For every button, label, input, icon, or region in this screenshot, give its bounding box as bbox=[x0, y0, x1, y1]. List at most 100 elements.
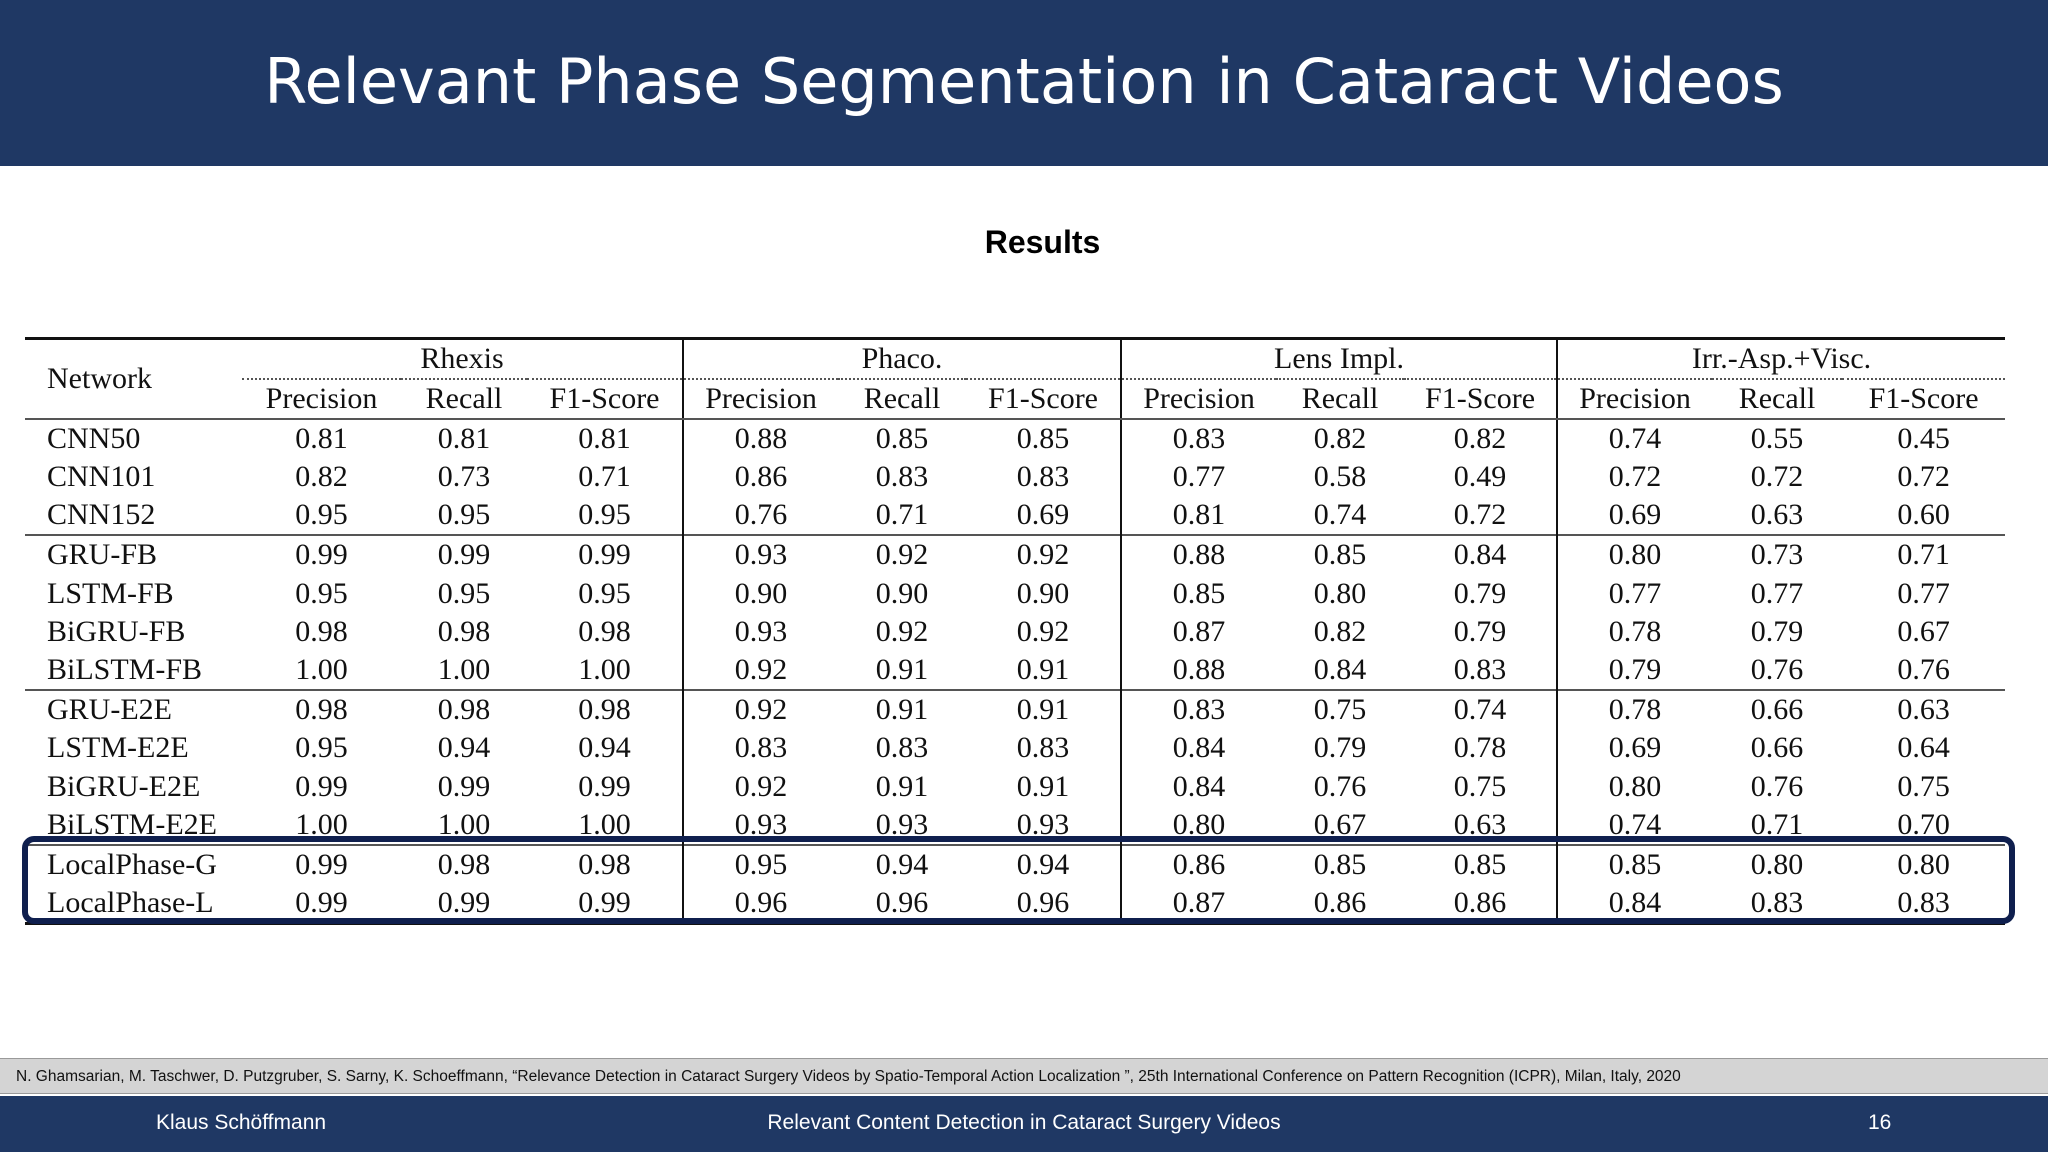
network-name-cell: BiLSTM-FB bbox=[47, 653, 203, 687]
metric-cell: 0.78 bbox=[1557, 689, 1713, 730]
metric-cell: 0.71 bbox=[1842, 534, 2006, 575]
metric-cell: 0.95 bbox=[683, 843, 839, 884]
metric-cell: 0.94 bbox=[966, 843, 1123, 884]
metric-cell: 0.85 bbox=[966, 419, 1123, 458]
metric-cell: 0.86 bbox=[1276, 883, 1405, 925]
metric-cell: 0.63 bbox=[1842, 689, 2006, 730]
metric-cell: 0.80 bbox=[1712, 843, 1843, 884]
metric-cell: 0.94 bbox=[527, 729, 685, 768]
subheader-recall: Recall bbox=[1276, 379, 1405, 420]
metric-cell: 0.74 bbox=[1404, 689, 1559, 730]
subheader-f1-score: F1-Score bbox=[1842, 379, 2006, 420]
footer-page-number: 16 bbox=[1868, 1111, 1892, 1134]
metric-cell: 0.83 bbox=[966, 458, 1123, 497]
metric-cell: 0.95 bbox=[437, 498, 491, 532]
metric-cell: 0.79 bbox=[1313, 731, 1367, 765]
metric-cell: 0.80 bbox=[1172, 807, 1226, 841]
footer-author: Klaus Schöffmann bbox=[156, 1111, 327, 1134]
metric-cell: 0.83 bbox=[1172, 422, 1226, 455]
metric-cell: 0.79 bbox=[1404, 612, 1559, 652]
metric-cell: 0.78 bbox=[1404, 729, 1559, 768]
metric-cell: 0.73 bbox=[1712, 534, 1843, 575]
metric-cell: 0.99 bbox=[242, 883, 401, 925]
metric-cell: 0.98 bbox=[527, 689, 685, 730]
metric-cell: 1.00 bbox=[437, 807, 491, 841]
network-name-cell: LSTM-FB bbox=[47, 576, 174, 610]
table-row: BiLSTM-E2E 1.00 1.00 1.00 0.93 0.93 0.93 0.80 0.… bbox=[25, 805, 2005, 845]
table-body: CNN50 0.81 0.81 0.81 0.88 0.85 0.85 0.83 0.82 0.8… bbox=[25, 419, 2006, 925]
slide-title: Relevant Phase Segmentation in Cataract … bbox=[264, 45, 1784, 118]
metric-cell: 0.74 bbox=[1608, 422, 1662, 455]
metric-cell: 0.80 bbox=[1557, 534, 1713, 575]
subheader-f1-score: F1-Score bbox=[1404, 379, 1559, 420]
metric-cell: 0.81 bbox=[437, 422, 491, 455]
metric-cell: 0.76 bbox=[1897, 653, 1950, 687]
metric-cell: 0.92 bbox=[838, 534, 967, 575]
metric-cell: 0.76 bbox=[1313, 769, 1367, 803]
metric-cell: 0.63 bbox=[1404, 805, 1559, 845]
table-row: CNN152 0.95 0.95 0.95 0.76 0.71 0.69 0.81 0.74 0.… bbox=[25, 496, 2005, 536]
metric-cell: 0.91 bbox=[875, 653, 929, 687]
metric-cell: 0.99 bbox=[295, 769, 348, 803]
footer-talk-title: Relevant Content Detection in Cataract S… bbox=[767, 1111, 1281, 1134]
metric-cell: 0.99 bbox=[242, 534, 401, 575]
metric-cell: 0.91 bbox=[838, 689, 967, 730]
metric-cell: 0.71 bbox=[875, 498, 929, 532]
metric-cell: 0.86 bbox=[734, 460, 788, 494]
table-row: BiGRU-E2E 0.99 0.99 0.99 0.92 0.91 0.91 0.84 0.7… bbox=[25, 767, 2005, 806]
metric-cell: 0.69 bbox=[966, 496, 1123, 536]
metric-cell: 0.83 bbox=[966, 729, 1123, 768]
metric-cell: 0.95 bbox=[527, 496, 685, 536]
metric-cell: 0.79 bbox=[1750, 614, 1804, 648]
metric-cell: 0.49 bbox=[1404, 458, 1559, 497]
metric-cell: 0.69 bbox=[1608, 498, 1662, 532]
metric-cell: 0.55 bbox=[1750, 422, 1804, 455]
metric-cell: 0.79 bbox=[1608, 653, 1662, 687]
network-name-cell: GRU-FB bbox=[25, 534, 242, 575]
citation-bar: N. Ghamsarian, M. Taschwer, D. Putzgrube… bbox=[0, 1058, 2048, 1094]
group-header-lens-impl: Lens Impl. bbox=[1121, 337, 1559, 380]
metric-cell: 0.75 bbox=[1404, 767, 1559, 806]
metric-cell: 1.00 bbox=[527, 651, 685, 691]
metric-cell: 0.60 bbox=[1897, 498, 1950, 532]
metric-cell: 0.87 bbox=[1121, 883, 1277, 925]
metric-cell: 0.99 bbox=[527, 767, 685, 806]
metric-cell: 0.84 bbox=[1404, 534, 1559, 575]
group-header-irr-asp-visc: Irr.-Asp.+Visc. bbox=[1557, 337, 2006, 380]
metric-cell: 0.71 bbox=[527, 458, 685, 497]
table-row: LSTM-FB 0.95 0.95 0.95 0.90 0.90 0.90 0.85 0.80 0… bbox=[25, 574, 2005, 613]
metric-cell: 0.45 bbox=[1897, 422, 1950, 455]
metric-cell: 0.90 bbox=[966, 574, 1123, 613]
network-name-cell: LSTM-E2E bbox=[47, 731, 189, 765]
metric-cell: 0.93 bbox=[734, 614, 788, 648]
group-header-rhexis: Rhexis bbox=[242, 337, 685, 380]
table-row: BiGRU-FB 0.98 0.98 0.98 0.93 0.92 0.92 0.87 0.82… bbox=[25, 612, 2005, 652]
metric-cell: 0.63 bbox=[1750, 498, 1804, 532]
metric-cell: 0.87 bbox=[1172, 614, 1226, 648]
metric-cell: 0.94 bbox=[437, 731, 491, 765]
metric-cell: 0.76 bbox=[1750, 769, 1804, 803]
subheader-f1-score: F1-Score bbox=[966, 379, 1123, 420]
subheader-recall: Recall bbox=[838, 379, 967, 420]
metric-cell: 0.83 bbox=[1121, 689, 1277, 730]
metric-cell: 0.91 bbox=[966, 689, 1123, 730]
metric-cell: 0.96 bbox=[683, 883, 839, 925]
metric-cell: 0.95 bbox=[295, 731, 348, 765]
results-table-container: Network Rhexis Phaco. Lens Impl. Irr.-As… bbox=[25, 337, 2006, 925]
metric-cell: 0.83 bbox=[734, 731, 788, 765]
metric-cell: 0.90 bbox=[875, 576, 929, 610]
metric-cell: 0.85 bbox=[1404, 843, 1559, 884]
metric-cell: 0.90 bbox=[734, 576, 788, 610]
metric-cell: 0.84 bbox=[1172, 731, 1226, 765]
metric-cell: 0.72 bbox=[1404, 496, 1559, 536]
metric-cell: 0.73 bbox=[437, 460, 491, 494]
metric-cell: 0.81 bbox=[295, 422, 348, 455]
metric-cell: 0.77 bbox=[1750, 576, 1804, 610]
metric-cell: 0.98 bbox=[437, 614, 491, 648]
metric-cell: 0.88 bbox=[1172, 653, 1226, 687]
metric-cell: 0.83 bbox=[1404, 651, 1559, 691]
metric-cell: 1.00 bbox=[295, 653, 348, 687]
metric-cell: 0.77 bbox=[1172, 460, 1226, 494]
subheader-precision: Precision bbox=[242, 379, 401, 420]
metric-cell: 0.99 bbox=[527, 883, 685, 925]
